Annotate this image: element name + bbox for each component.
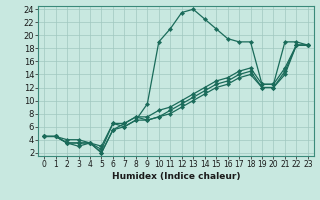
X-axis label: Humidex (Indice chaleur): Humidex (Indice chaleur)	[112, 172, 240, 181]
